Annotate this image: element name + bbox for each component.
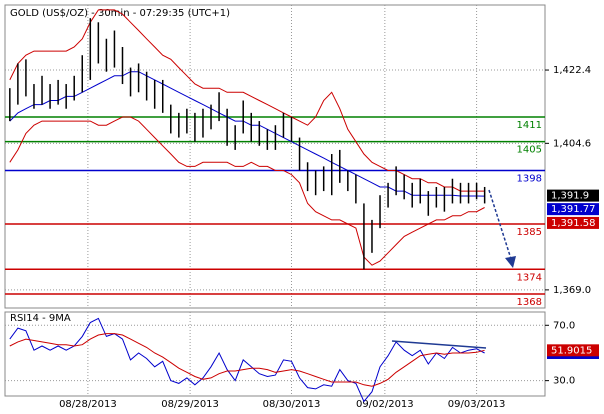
y-tick-label: 1,404.6 — [553, 138, 591, 149]
rsi-trendline — [391, 340, 487, 349]
x-tick-label: 08/30/2013 — [263, 399, 321, 410]
x-tick-label: 09/03/2013 — [448, 399, 506, 410]
level-label: 1374 — [517, 272, 542, 283]
rsi-line — [9, 317, 485, 403]
y-tick-label: 70.0 — [553, 320, 575, 331]
y-tick-label: 1,422.4 — [553, 65, 591, 76]
trend-arrow — [488, 189, 513, 263]
rsi-panel — [4, 311, 546, 397]
y-tick-label: 30.0 — [553, 376, 575, 387]
rsi-line — [9, 333, 485, 387]
level-label: 1368 — [517, 297, 542, 308]
price-label: 1,391.9 — [551, 191, 589, 202]
bollinger-upper — [9, 9, 485, 192]
y-tick-label: 1,369.0 — [553, 285, 591, 296]
x-tick-label: 09/02/2013 — [356, 399, 414, 410]
level-label: 1411 — [517, 120, 542, 131]
level-label: 1398 — [517, 173, 542, 184]
price-label-box — [547, 216, 599, 229]
level-label: 1385 — [517, 227, 542, 238]
rsi-title: RSI14 - 9MA — [10, 313, 71, 324]
rsi-label: 51.9015 — [551, 345, 592, 356]
arrow-head — [505, 256, 516, 268]
x-tick-label: 08/28/2013 — [59, 399, 117, 410]
moving-average — [9, 71, 485, 197]
price-label-box — [547, 203, 599, 216]
bollinger-lower — [9, 116, 485, 266]
chart-title: GOLD (US$/OZ) - 30min - 07:29:35 (UTC+1) — [10, 8, 230, 19]
price-label: 1,391.77 — [551, 204, 596, 215]
price-label-box — [547, 189, 599, 202]
x-tick-label: 08/29/2013 — [161, 399, 219, 410]
plot-layer: 08/28/2013 08/29/2013 08/30/2013 09/02/2013… — [5, 5, 591, 410]
price-label: 1,391.58 — [551, 218, 596, 229]
rsi-label-box — [547, 344, 599, 357]
price-panel — [4, 4, 546, 309]
level-label: 1405 — [517, 145, 542, 156]
